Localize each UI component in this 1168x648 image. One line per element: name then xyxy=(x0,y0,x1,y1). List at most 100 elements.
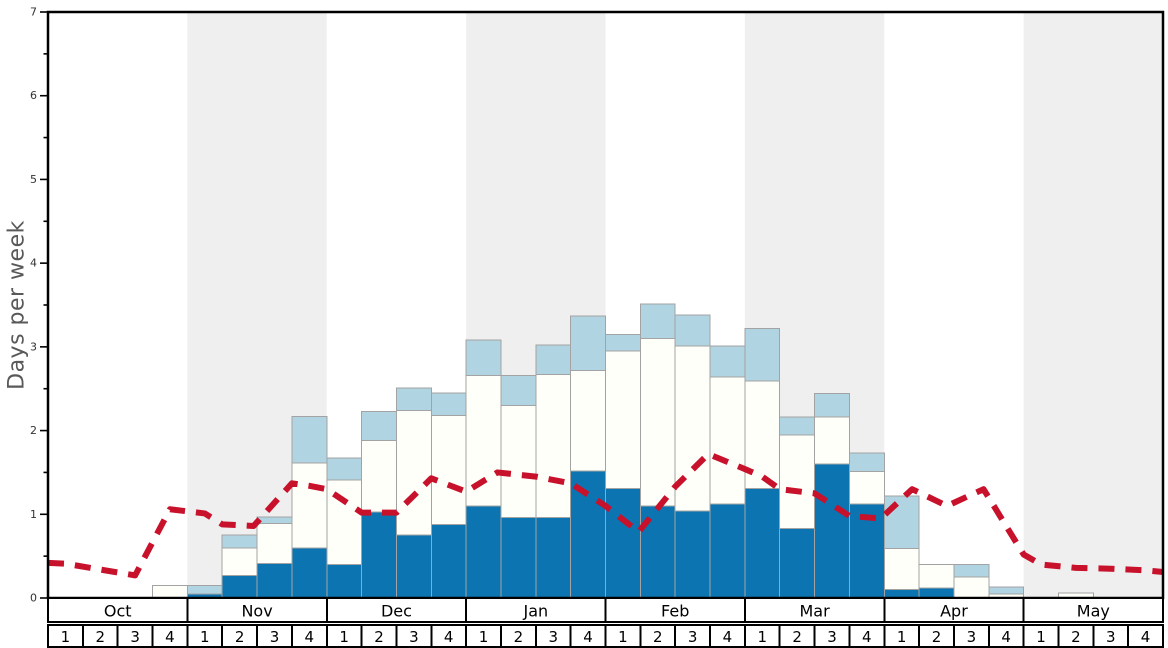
y-tick-label: 0 xyxy=(30,592,37,605)
bar-segment-white-segment xyxy=(395,409,432,536)
week-number-label: 3 xyxy=(130,628,140,646)
bar-segment-dark-blue-segment xyxy=(430,523,467,599)
bar-segment-dark-blue-segment xyxy=(326,564,363,599)
bar-segment-white-segment xyxy=(605,350,641,489)
bar-segment-white-segment xyxy=(430,415,467,525)
week-number-label: 3 xyxy=(270,628,280,646)
bar-segment-dark-blue-segment xyxy=(395,534,432,599)
bar-segment-dark-blue-segment xyxy=(291,547,328,599)
month-label-apr: Apr xyxy=(940,602,968,621)
bar-segment-white-segment xyxy=(709,376,746,505)
week-number-label: 4 xyxy=(723,628,733,646)
bar-segment-light-blue-segment xyxy=(465,339,502,376)
bar-segment-light-blue-segment xyxy=(953,564,990,578)
week-number-label: 2 xyxy=(1071,628,1081,646)
bar-segment-dark-blue-segment xyxy=(918,587,955,599)
week-number-label: 4 xyxy=(1001,628,1011,646)
week-number-label: 3 xyxy=(409,628,419,646)
bar-segment-light-blue-segment xyxy=(291,415,328,464)
week-number-label: 4 xyxy=(444,628,454,646)
bar-segment-white-segment xyxy=(814,416,850,465)
week-number-label: 2 xyxy=(653,628,663,646)
bar-segment-dark-blue-segment xyxy=(674,510,711,599)
bar-segment-white-segment xyxy=(256,522,293,565)
bar-segment-light-blue-segment xyxy=(500,374,537,406)
month-label-feb: Feb xyxy=(661,602,689,621)
bar-segment-white-segment xyxy=(326,479,363,566)
y-tick-label: 6 xyxy=(30,89,37,102)
week-number-label: 1 xyxy=(618,628,628,646)
week-number-label: 1 xyxy=(897,628,907,646)
bar-segment-white-segment xyxy=(361,440,397,513)
week-number-label: 2 xyxy=(792,628,802,646)
bar-segment-light-blue-segment xyxy=(256,516,293,524)
week-number-label: 2 xyxy=(374,628,384,646)
bar-segment-dark-blue-segment xyxy=(465,505,502,599)
bar-segment-light-blue-segment xyxy=(848,452,885,473)
bar-segment-white-segment xyxy=(291,462,328,549)
week-number-label: 4 xyxy=(1141,628,1151,646)
bar-segment-light-blue-segment xyxy=(988,586,1025,595)
y-tick-label: 2 xyxy=(30,424,37,437)
bar-segment-light-blue-segment xyxy=(186,584,223,595)
bar-segment-light-blue-segment xyxy=(674,314,711,347)
bar-segment-white-segment xyxy=(570,369,606,472)
week-number-label: 4 xyxy=(862,628,872,646)
bar-segment-white-segment xyxy=(953,576,990,599)
week-number-label: 4 xyxy=(305,628,315,646)
month-label-jan: Jan xyxy=(522,602,548,621)
bar-segment-light-blue-segment xyxy=(361,410,397,442)
bar-segment-white-segment xyxy=(500,404,537,519)
bar-segment-light-blue-segment xyxy=(883,495,920,550)
week-number-label: 4 xyxy=(165,628,175,646)
bar-segment-dark-blue-segment xyxy=(883,589,920,599)
week-number-label: 1 xyxy=(1036,628,1046,646)
bar-segment-light-blue-segment xyxy=(221,534,258,549)
y-tick-label: 7 xyxy=(30,6,37,19)
bar-segment-dark-blue-segment xyxy=(500,517,537,599)
week-number-label: 1 xyxy=(479,628,489,646)
bar-segment-dark-blue-segment xyxy=(605,487,641,599)
bars-layer xyxy=(152,303,1094,599)
month-label-nov: Nov xyxy=(241,602,272,621)
bar-segment-light-blue-segment xyxy=(639,303,676,339)
bar-segment-light-blue-segment xyxy=(779,416,816,436)
y-tick-label: 4 xyxy=(30,257,37,270)
bar-segment-white-segment xyxy=(639,337,676,507)
bar-segment-light-blue-segment xyxy=(709,345,746,378)
month-label-dec: Dec xyxy=(381,602,412,621)
shaded-month-bands xyxy=(187,12,1163,598)
week-number-label: 2 xyxy=(932,628,942,646)
y-tick-label: 5 xyxy=(30,173,37,186)
bar-segment-white-segment xyxy=(535,373,572,519)
y-axis-label: Days per week xyxy=(4,220,30,390)
bar-segment-white-segment xyxy=(152,584,188,599)
x-axis-table: Oct Nov Dec Jan Feb Mar Apr May 1 2 3 4 1 2 3 4 1 2 3 4 1 2 3 4… xyxy=(47,597,1164,648)
bar-segment-dark-blue-segment xyxy=(535,517,572,599)
week-number-label: 1 xyxy=(200,628,210,646)
bar-segment-light-blue-segment xyxy=(605,333,641,352)
y-tick-label: 1 xyxy=(30,508,37,521)
red-dashed-line xyxy=(47,451,1164,579)
week-number-label: 2 xyxy=(95,628,105,646)
month-label-mar: Mar xyxy=(799,602,830,621)
month-label-may: May xyxy=(1077,602,1110,621)
y-axis-ticks: 0 1 2 3 4 5 6 7 xyxy=(30,6,48,605)
bar-segment-white-segment xyxy=(221,547,258,576)
week-number-label: 2 xyxy=(514,628,524,646)
bar-segment-dark-blue-segment xyxy=(221,574,258,599)
bar-segment-dark-blue-segment xyxy=(361,511,397,599)
bar-segment-light-blue-segment xyxy=(744,327,781,382)
bar-segment-dark-blue-segment xyxy=(814,463,850,599)
week-number-label: 3 xyxy=(967,628,977,646)
bar-segment-dark-blue-segment xyxy=(256,563,293,599)
bar-segment-light-blue-segment xyxy=(814,393,850,418)
bar-segment-light-blue-segment xyxy=(326,457,363,481)
week-number-label: 1 xyxy=(61,628,71,646)
week-number-label: 2 xyxy=(235,628,245,646)
bar-segment-dark-blue-segment xyxy=(779,528,816,599)
bar-segment-white-segment xyxy=(918,564,955,589)
